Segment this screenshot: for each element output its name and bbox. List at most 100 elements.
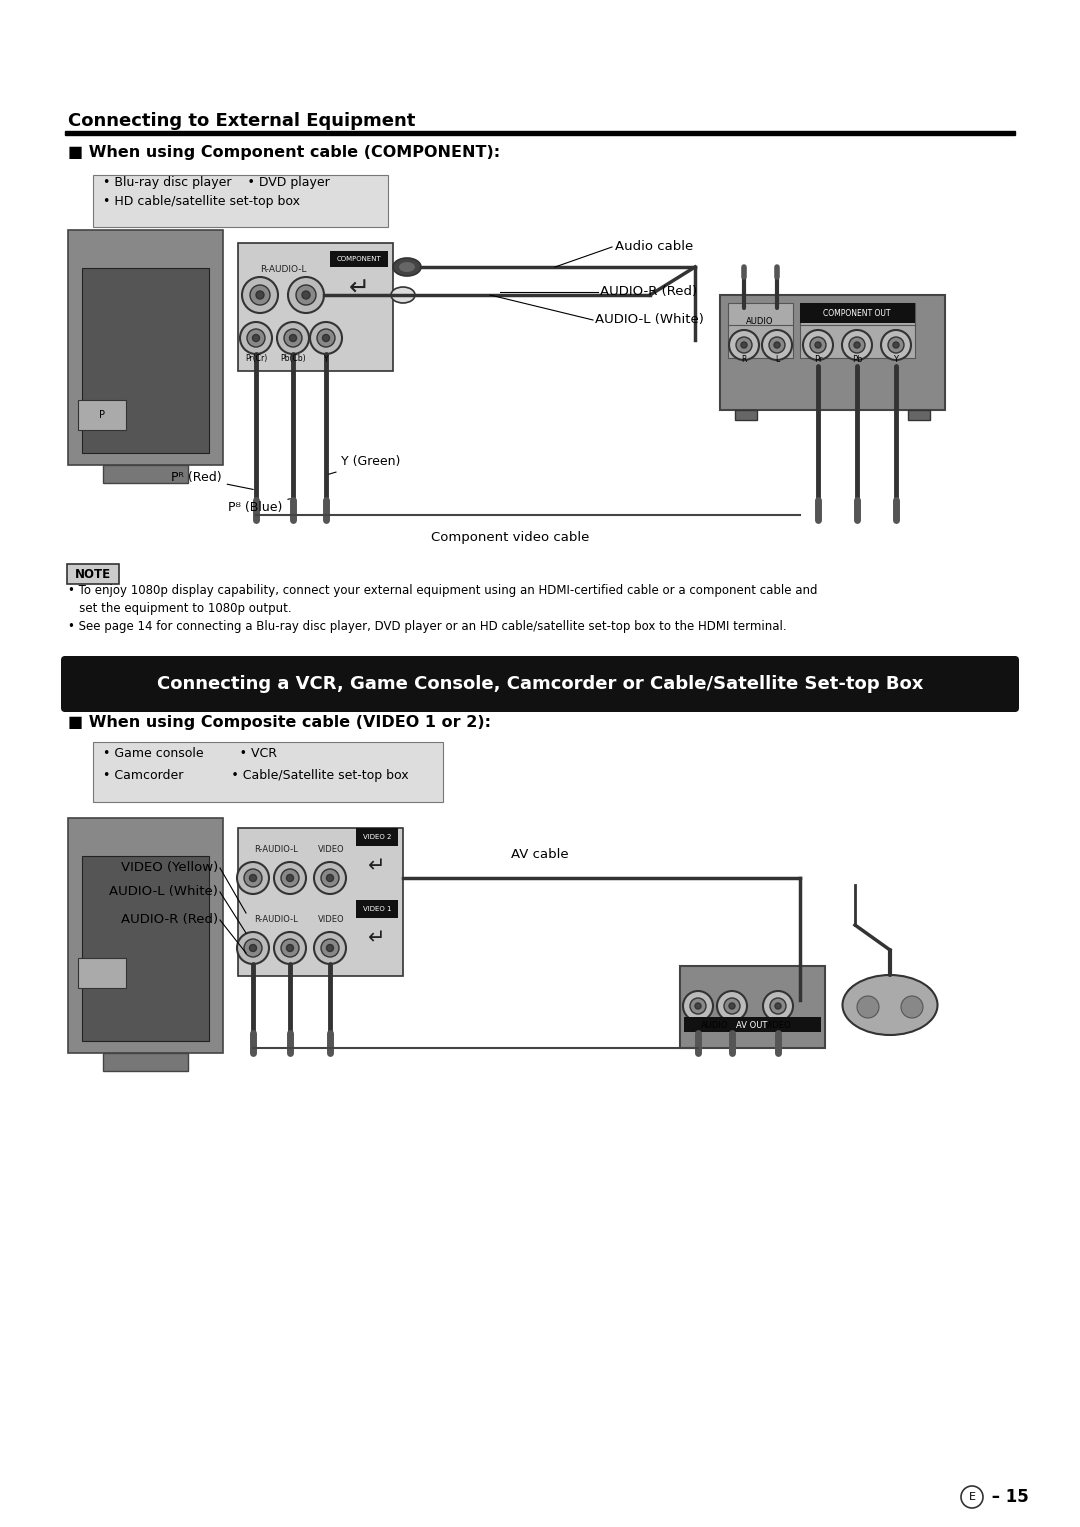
Circle shape — [893, 342, 899, 348]
Circle shape — [326, 945, 334, 951]
Ellipse shape — [896, 983, 934, 1011]
Text: AV OUT: AV OUT — [737, 1020, 768, 1029]
Circle shape — [314, 931, 346, 964]
Circle shape — [318, 328, 335, 347]
Bar — [800, 302, 915, 357]
Text: – 15: – 15 — [986, 1487, 1029, 1506]
Text: set the equipment to 1080p output.: set the equipment to 1080p output. — [68, 602, 292, 615]
Text: Pr(Cr): Pr(Cr) — [245, 354, 267, 363]
Circle shape — [815, 342, 821, 348]
Circle shape — [286, 945, 294, 951]
Text: AUDIO-L (White): AUDIO-L (White) — [109, 886, 218, 898]
Circle shape — [854, 342, 860, 348]
Circle shape — [762, 330, 792, 360]
Text: Connecting a VCR, Game Console, Camcorder or Cable/Satellite Set-top Box: Connecting a VCR, Game Console, Camcorde… — [157, 675, 923, 693]
Text: P: P — [99, 411, 105, 420]
Bar — [103, 1054, 188, 1070]
Text: Audio cable: Audio cable — [615, 240, 693, 253]
Text: R-AUDIO-L: R-AUDIO-L — [254, 916, 298, 924]
Circle shape — [240, 322, 272, 354]
Bar — [68, 231, 222, 466]
Text: COMPONENT OUT: COMPONENT OUT — [823, 308, 891, 318]
Text: COMPONENT: COMPONENT — [337, 257, 381, 263]
Bar — [78, 957, 126, 988]
Circle shape — [276, 322, 309, 354]
Bar — [356, 899, 399, 918]
Circle shape — [804, 330, 833, 360]
Bar — [330, 250, 388, 267]
Bar — [68, 818, 222, 1054]
Circle shape — [247, 328, 265, 347]
Circle shape — [769, 337, 785, 353]
Bar — [78, 400, 126, 431]
Text: AV cable: AV cable — [511, 849, 569, 861]
Text: Y (Green): Y (Green) — [328, 455, 401, 475]
Text: ↵: ↵ — [349, 276, 369, 301]
Text: ↵: ↵ — [368, 857, 386, 876]
Text: Component video cable: Component video cable — [431, 531, 590, 545]
Circle shape — [242, 276, 278, 313]
Circle shape — [683, 991, 713, 1022]
Text: AUDIO: AUDIO — [746, 316, 773, 325]
Bar — [103, 466, 188, 483]
Bar — [93, 176, 388, 228]
Text: E: E — [969, 1492, 975, 1503]
Circle shape — [321, 869, 339, 887]
Circle shape — [961, 1486, 983, 1509]
Bar — [82, 857, 210, 1041]
Text: NOTE: NOTE — [75, 568, 111, 580]
Text: R-AUDIO-L: R-AUDIO-L — [260, 266, 307, 275]
Bar — [238, 828, 403, 976]
Circle shape — [237, 931, 269, 964]
Text: • Game console         • VCR: • Game console • VCR — [103, 747, 276, 760]
Circle shape — [237, 863, 269, 893]
Circle shape — [296, 286, 316, 305]
Circle shape — [717, 991, 747, 1022]
Bar — [82, 269, 210, 454]
Bar — [908, 411, 930, 420]
Circle shape — [690, 999, 706, 1014]
Circle shape — [901, 996, 923, 1019]
Circle shape — [286, 875, 294, 881]
Text: Pb(Cb): Pb(Cb) — [280, 354, 306, 363]
Circle shape — [249, 286, 270, 305]
Text: ■ When using Composite cable (VIDEO 1 or 2):: ■ When using Composite cable (VIDEO 1 or… — [68, 715, 491, 730]
Text: Pᴽ (Blue): Pᴽ (Blue) — [228, 499, 291, 515]
Circle shape — [858, 996, 879, 1019]
Circle shape — [274, 931, 306, 964]
Circle shape — [249, 875, 257, 881]
Bar — [720, 295, 945, 411]
Circle shape — [729, 330, 759, 360]
Circle shape — [696, 1003, 701, 1009]
Circle shape — [888, 337, 904, 353]
FancyBboxPatch shape — [60, 657, 1020, 712]
Ellipse shape — [391, 287, 415, 302]
Text: • To enjoy 1080p display capability, connect your external equipment using an HD: • To enjoy 1080p display capability, con… — [68, 583, 818, 597]
Bar — [735, 411, 757, 420]
Circle shape — [274, 863, 306, 893]
Circle shape — [244, 869, 262, 887]
Text: Connecting to External Equipment: Connecting to External Equipment — [68, 111, 416, 130]
Circle shape — [724, 999, 740, 1014]
Circle shape — [244, 939, 262, 957]
Circle shape — [302, 292, 310, 299]
Text: R: R — [741, 356, 746, 365]
Text: ↵: ↵ — [368, 928, 386, 948]
Text: Y: Y — [893, 356, 899, 365]
Text: ■ When using Component cable (COMPONENT):: ■ When using Component cable (COMPONENT)… — [68, 145, 500, 160]
Circle shape — [326, 875, 334, 881]
Text: • Camcorder            • Cable/Satellite set-top box: • Camcorder • Cable/Satellite set-top bo… — [103, 770, 408, 782]
Circle shape — [249, 945, 257, 951]
Circle shape — [775, 1003, 781, 1009]
FancyBboxPatch shape — [67, 563, 119, 583]
Circle shape — [281, 939, 299, 957]
Bar — [238, 243, 393, 371]
Text: VIDEO 1: VIDEO 1 — [363, 906, 391, 912]
Circle shape — [288, 276, 324, 313]
Text: Pᴿ (Red): Pᴿ (Red) — [171, 472, 254, 490]
Text: R-AUDIO-L: R-AUDIO-L — [254, 846, 298, 855]
Ellipse shape — [846, 983, 885, 1011]
Bar — [65, 131, 1015, 134]
Bar — [728, 302, 793, 357]
Text: • HD cable/satellite set-top box: • HD cable/satellite set-top box — [103, 195, 300, 208]
